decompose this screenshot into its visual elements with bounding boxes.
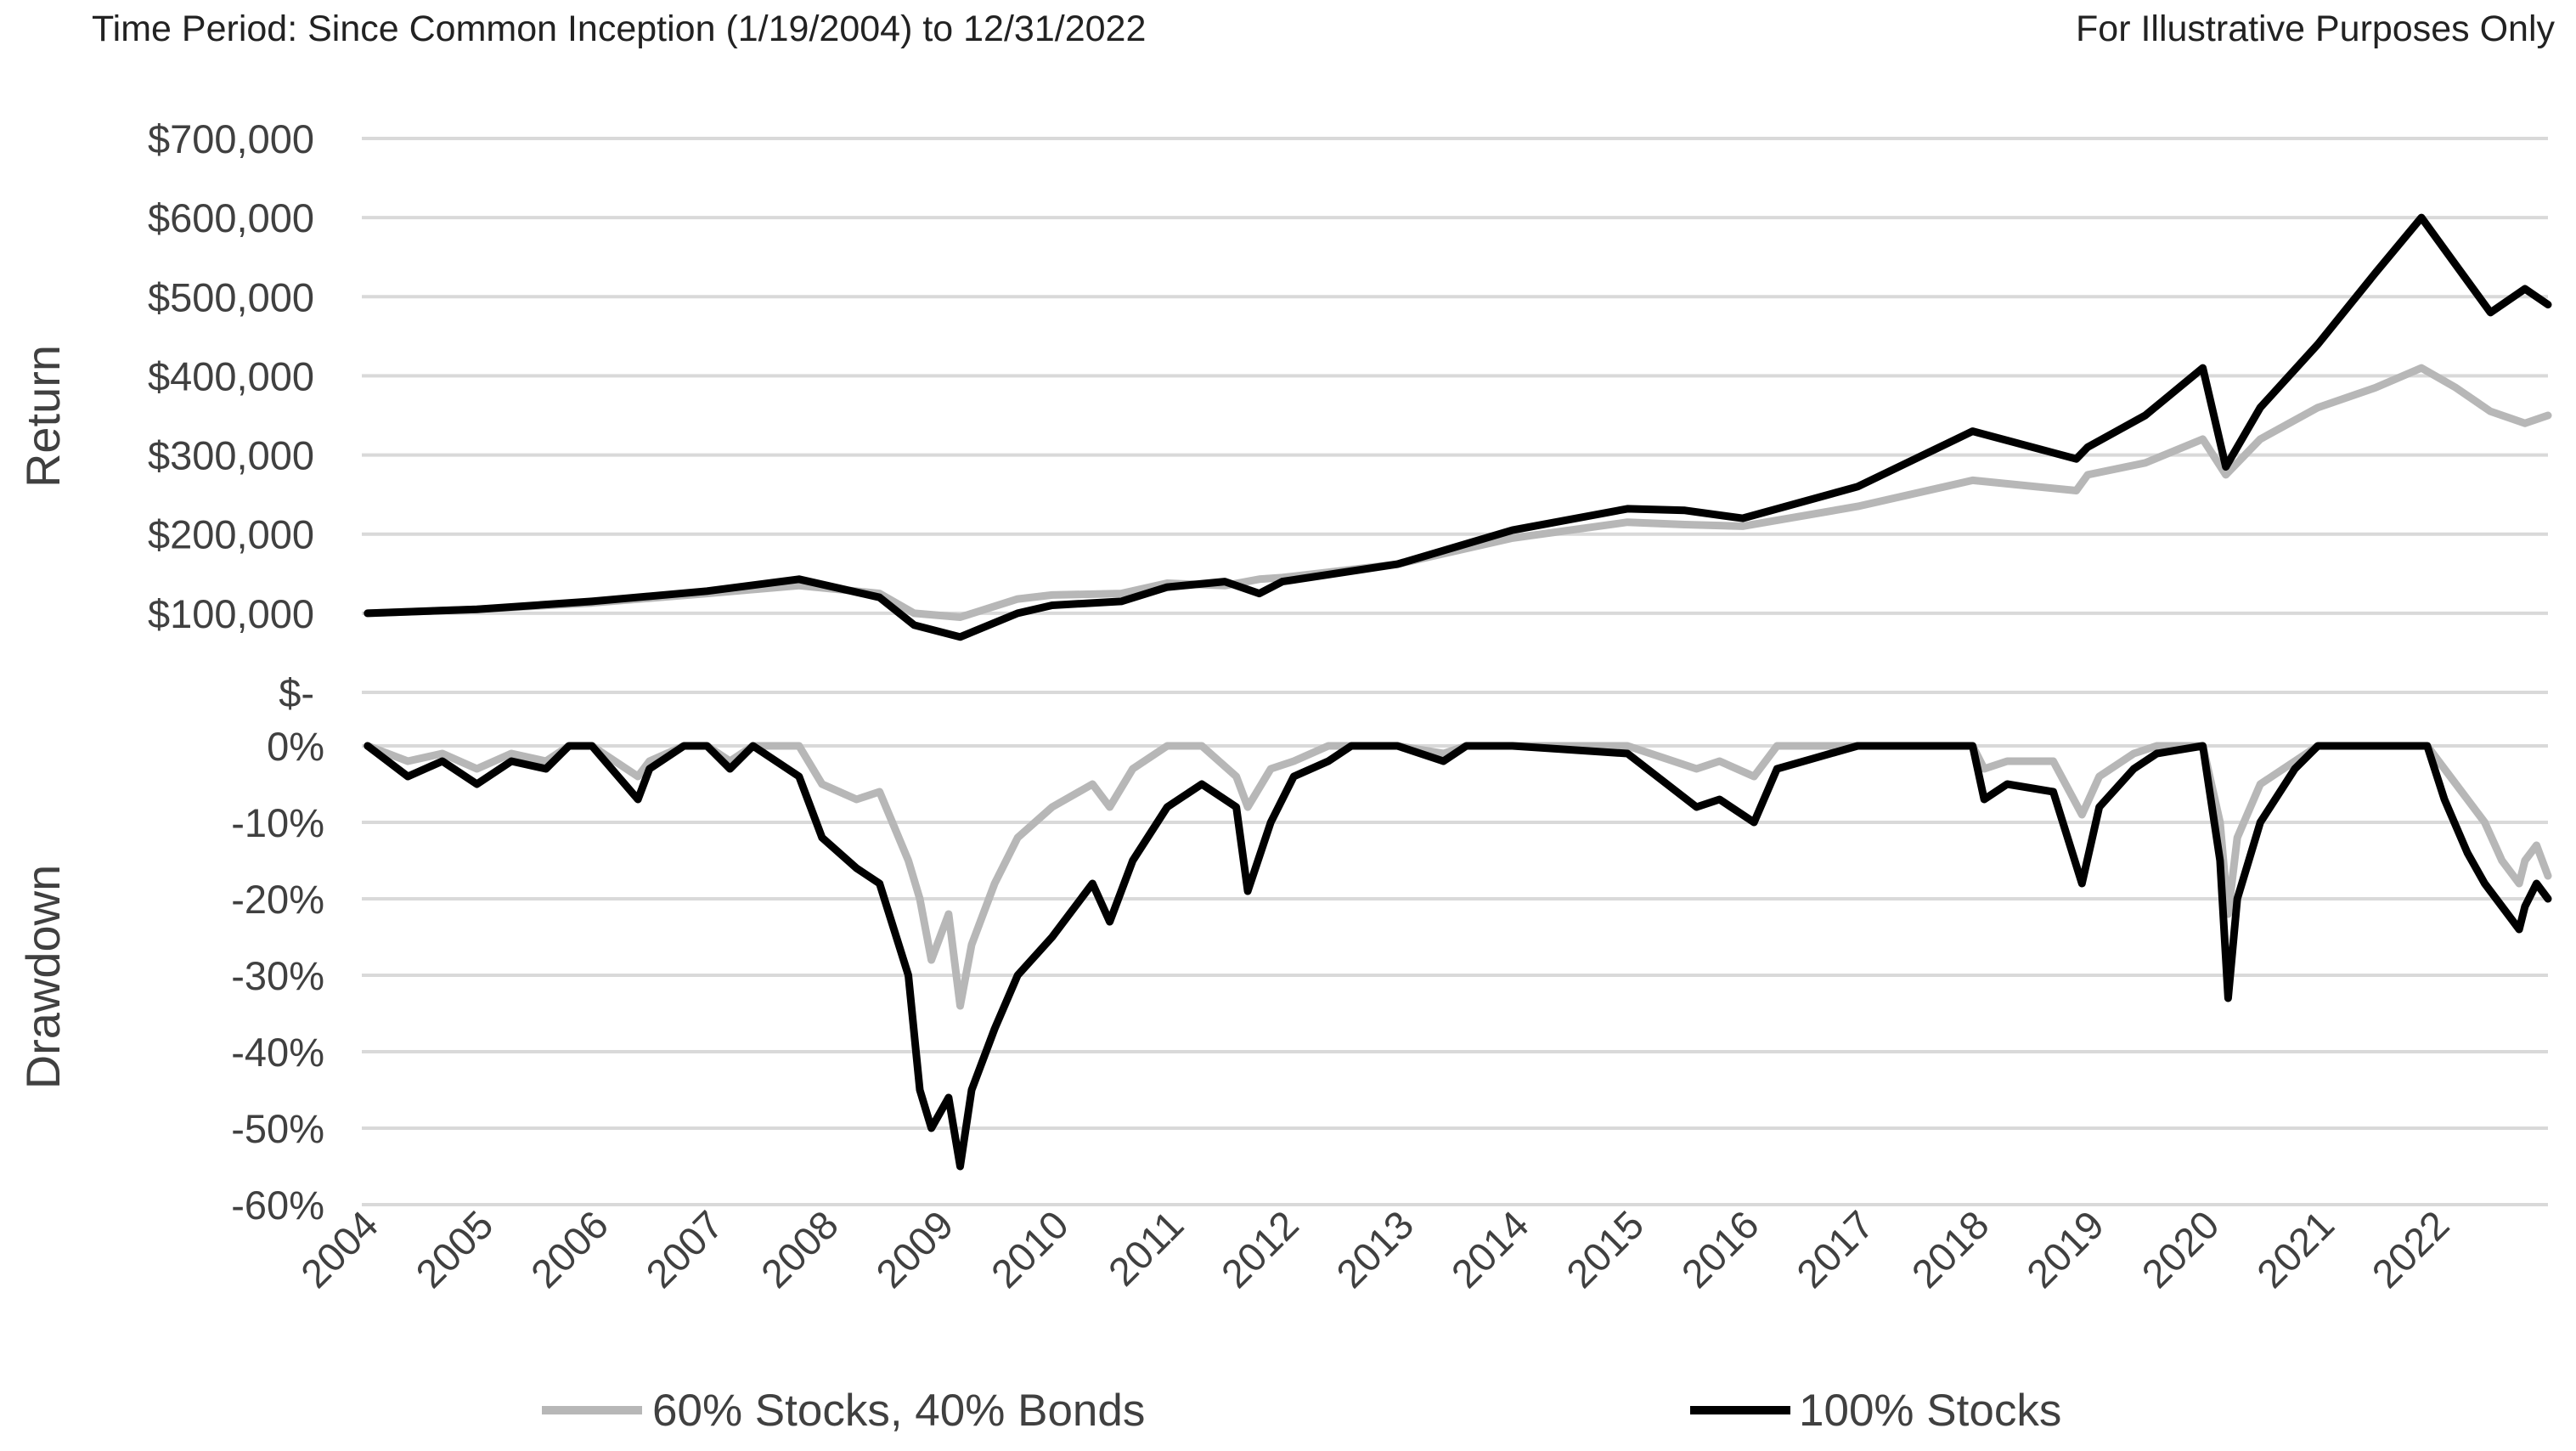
x-tick-label: 2020 bbox=[2133, 1202, 2227, 1296]
return-y-tick-label: $100,000 bbox=[148, 591, 314, 636]
chart-header-time-period: Time Period: Since Common Inception (1/1… bbox=[92, 8, 1147, 49]
x-tick-label: 2009 bbox=[867, 1202, 961, 1296]
x-tick-label: 2015 bbox=[1558, 1202, 1652, 1296]
x-tick-label: 2018 bbox=[1902, 1202, 1997, 1296]
drawdown-y-tick-label: 0% bbox=[267, 724, 324, 769]
return-y-tick-label: $600,000 bbox=[148, 195, 314, 240]
x-tick-label: 2011 bbox=[1099, 1202, 1192, 1295]
return-y-axis-label: Return bbox=[16, 345, 70, 488]
return-y-axis-ticks: $- $100,000 $200,000 $300,000 $400,000 $500,0… bbox=[148, 116, 314, 715]
return-y-tick-label: $700,000 bbox=[148, 116, 314, 161]
drawdown-y-tick-label: -60% bbox=[231, 1183, 324, 1228]
return-y-tick-label: $300,000 bbox=[148, 433, 314, 478]
x-tick-label: 2005 bbox=[407, 1202, 501, 1296]
return-series-lines bbox=[364, 213, 2552, 641]
x-tick-label: 2017 bbox=[1788, 1202, 1882, 1296]
drawdown-line-60-stocks-40-bonds bbox=[364, 742, 2552, 1010]
chart-legend: 60% Stocks, 40% Bonds 100% Stocks bbox=[542, 1386, 2061, 1436]
drawdown-series-lines bbox=[364, 742, 2552, 1171]
x-axis-ticks: 2004 2005 2006 2007 2008 2009 2010 2011 2012 2013… bbox=[292, 1202, 2458, 1296]
x-tick-label: 2006 bbox=[522, 1202, 617, 1296]
x-tick-label: 2019 bbox=[2018, 1202, 2112, 1296]
return-y-tick-label: $- bbox=[279, 670, 314, 715]
return-y-tick-label: $400,000 bbox=[148, 353, 314, 398]
x-tick-label: 2013 bbox=[1327, 1202, 1422, 1296]
chart-header-disclaimer: For Illustrative Purposes Only bbox=[2076, 8, 2555, 49]
drawdown-y-tick-label: -20% bbox=[231, 877, 324, 922]
drawdown-line-100-stocks bbox=[364, 742, 2552, 1171]
drawdown-y-tick-label: -10% bbox=[231, 800, 324, 845]
drawdown-y-tick-label: -30% bbox=[231, 953, 324, 998]
x-tick-label: 2014 bbox=[1442, 1202, 1536, 1296]
return-gridlines bbox=[362, 137, 2548, 694]
drawdown-y-tick-label: -40% bbox=[231, 1030, 324, 1075]
x-tick-label: 2007 bbox=[637, 1202, 731, 1296]
x-tick-label: 2010 bbox=[982, 1202, 1076, 1296]
legend-label-100-stocks: 100% Stocks bbox=[1799, 1386, 2061, 1436]
return-y-tick-label: $200,000 bbox=[148, 512, 314, 557]
x-tick-label: 2016 bbox=[1672, 1202, 1767, 1296]
return-line-60-stocks-40-bonds bbox=[364, 364, 2552, 621]
return-line-100-stocks bbox=[364, 213, 2552, 641]
legend-label-60-40: 60% Stocks, 40% Bonds bbox=[652, 1386, 1145, 1436]
x-tick-label: 2008 bbox=[753, 1202, 847, 1296]
drawdown-y-axis-label: Drawdown bbox=[16, 865, 70, 1090]
x-tick-label: 2022 bbox=[2363, 1202, 2457, 1296]
x-tick-label: 2021 bbox=[2248, 1202, 2342, 1296]
drawdown-y-tick-label: -50% bbox=[231, 1106, 324, 1151]
x-tick-label: 2012 bbox=[1212, 1202, 1306, 1296]
return-y-tick-label: $500,000 bbox=[148, 274, 314, 319]
drawdown-y-axis-ticks: 0% -10% -20% -30% -40% -50% -60% bbox=[231, 724, 324, 1228]
